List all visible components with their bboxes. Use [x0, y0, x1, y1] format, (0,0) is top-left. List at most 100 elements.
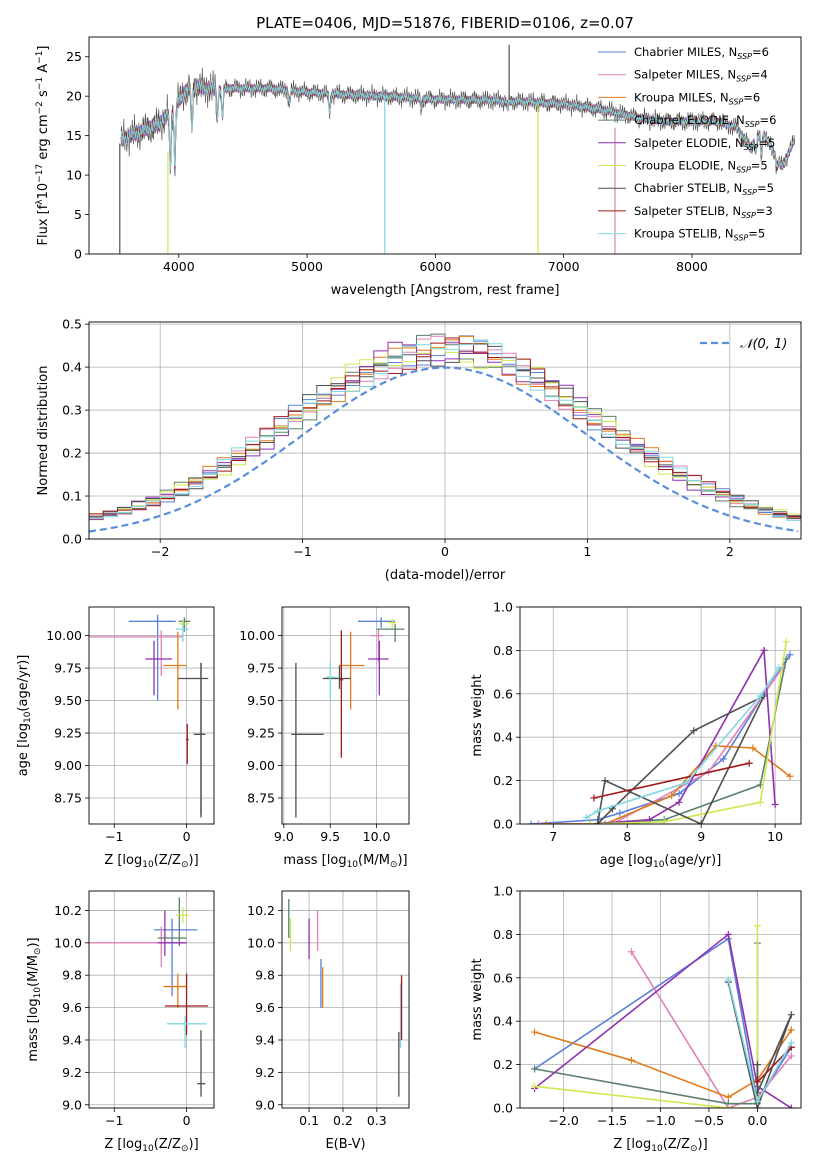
x-axis-label: E(B-V): [325, 1137, 365, 1152]
spectrum-line-kroupa_stelib: [120, 79, 795, 171]
y-tick-label: 9.0: [255, 1097, 275, 1112]
x-axis-label-part: (Z/Z: [663, 1137, 690, 1152]
legend-label-count: =6: [743, 90, 760, 104]
weight-marker: [586, 820, 594, 824]
weight-line-kroupa_elodie: [534, 925, 759, 1108]
y-axis-label-part: 10: [36, 183, 51, 200]
x-axis-label-part: (Z/Z: [154, 1137, 181, 1152]
charts-layer: 4000 5000 6000 7000 80000510152025wavelength…: [16, 36, 802, 1154]
legend-label-sub: SSP: [741, 211, 756, 220]
y-axis-label-part: age [log: [16, 723, 31, 776]
weight-line-kroupa_elodie: [590, 641, 787, 824]
legend-label-name: Kroupa ELODIE, N: [634, 159, 736, 173]
y-tick-label: 8.75: [247, 791, 275, 806]
weight-marker: [786, 651, 794, 659]
x-axis-label: age [log10(age/yr)]: [600, 853, 722, 870]
x-axis-label-part: age [log: [600, 853, 653, 868]
x-tick-label: −1.5: [597, 1113, 627, 1128]
weight-marker: [527, 820, 535, 824]
x-axis-label-part: 10: [142, 1144, 154, 1154]
x-axis-label: Z [log10(Z/Z⊙)]: [613, 1137, 707, 1154]
legend-label-sub: SSP: [729, 97, 744, 106]
x-tick-label: 0: [441, 544, 449, 559]
weight-marker: [594, 807, 602, 815]
y-tick-label: 15: [66, 128, 82, 143]
legend-label-sub: SSP: [744, 143, 759, 152]
weight-marker: [675, 790, 683, 798]
weight-marker: [771, 800, 779, 808]
weights_vs_age-plot-area: [527, 638, 794, 824]
y-tick-label: 0.2: [62, 446, 82, 461]
y-axis-label-part: −17: [35, 164, 45, 183]
weight-marker: [749, 744, 757, 752]
spectrum-plot-area: [119, 44, 795, 254]
legend-label: Salpeter ELODIE, NSSP=5: [634, 136, 775, 152]
weight-line-kroupa_miles: [545, 745, 791, 824]
weight-marker: [724, 1093, 732, 1101]
y-tick-label: 0.0: [493, 1101, 513, 1116]
x-axis-label-part: (age/yr)]: [664, 853, 721, 868]
weight-line-salpeter_elodie: [534, 932, 792, 1108]
x-tick-label: −1: [105, 1113, 123, 1128]
x-tick-label: 0.0: [747, 1113, 767, 1128]
legend-label-sub: SSP: [736, 166, 751, 175]
weight-marker: [786, 772, 794, 780]
y-tick-label: 0.8: [493, 927, 513, 942]
y-tick-label: 9.6: [62, 1000, 82, 1015]
weight-marker: [724, 976, 732, 984]
weight-marker: [682, 779, 690, 787]
y-axis-label: mass [log10(M/M⊙)]: [26, 937, 43, 1061]
weight-marker: [787, 1052, 795, 1060]
weights_vs_z-chart: −2.0 −1.5 −1.0 −0.5 0.0 0.0 0.2 0.4 0.6 0.8 1.0 Z […: [470, 884, 802, 1154]
x-tick-label: 10: [767, 829, 783, 844]
weight-marker: [787, 1011, 795, 1019]
residuals-chart: −2 −1 0 1 2 0.0 0.1 0.2 0.3 0.4 0.5 (data-model)/er…: [36, 317, 802, 583]
x-tick-label: 0.1: [299, 1113, 319, 1128]
weight-marker: [753, 1104, 761, 1108]
y-tick-label: 10.00: [46, 628, 82, 643]
y-tick-label: 0.3: [62, 403, 82, 418]
legend-label-count: =6: [760, 113, 777, 127]
y-axis-label-part: )]: [26, 937, 41, 947]
ebv_vs_mass-chart: 0.1 0.2 0.3 9.0 9.2 9.4 9.6 9.8 10.0 10.2 E(B-V): [247, 890, 410, 1152]
x-tick-label: 7000: [548, 259, 580, 274]
y-tick-label: 0.6: [493, 686, 513, 701]
weight-marker: [745, 759, 753, 767]
weight-marker: [668, 792, 676, 800]
y-tick-label: 20: [66, 89, 82, 104]
weight-marker: [690, 727, 698, 735]
legend-label-sub: SSP: [737, 52, 752, 61]
x-axis-label-part: )]: [189, 853, 199, 868]
y-tick-label: 1.0: [493, 884, 513, 899]
weight-marker: [660, 818, 668, 824]
y-tick-label: 0.1: [62, 489, 82, 504]
axes-border: [88, 36, 802, 255]
legend-label: Chabrier MILES, NSSP=6: [634, 45, 769, 61]
z_vs_age-plot-area: [89, 614, 209, 818]
legend-label-name: Kroupa MILES, N: [634, 90, 729, 104]
y-tick-label: 10: [66, 168, 82, 183]
y-tick-label: 0.0: [62, 532, 82, 547]
legend-label: Chabrier STELIB, NSSP=5: [634, 181, 774, 197]
weight-marker: [753, 922, 761, 930]
legend-label: Kroupa ELODIE, NSSP=5: [634, 159, 768, 175]
x-tick-label: 10.0: [363, 829, 391, 844]
legend-label: Kroupa STELIB, NSSP=5: [634, 227, 765, 243]
y-tick-label: 9.50: [247, 693, 275, 708]
x-axis-label-part: (Z/Z: [154, 853, 181, 868]
y-tick-label: 1.0: [493, 600, 513, 615]
x-tick-label: 0.3: [367, 1113, 387, 1128]
y-tick-label: 0.4: [62, 360, 82, 375]
x-axis-label: Z [log10(Z/Z⊙)]: [104, 853, 198, 870]
legend-label-sub: SSP: [736, 75, 751, 84]
y-axis-label-part: 10: [33, 987, 43, 999]
weight-marker: [719, 755, 727, 763]
x-axis-label-part: ⊙: [690, 1144, 698, 1154]
y-tick-label: 10.0: [54, 935, 82, 950]
x-axis-label: wavelength [Angstrom, rest frame]: [331, 283, 560, 298]
y-tick-label: 9.2: [62, 1065, 82, 1080]
x-axis-label-part: 10: [651, 1144, 663, 1154]
x-tick-label: 5000: [291, 259, 323, 274]
